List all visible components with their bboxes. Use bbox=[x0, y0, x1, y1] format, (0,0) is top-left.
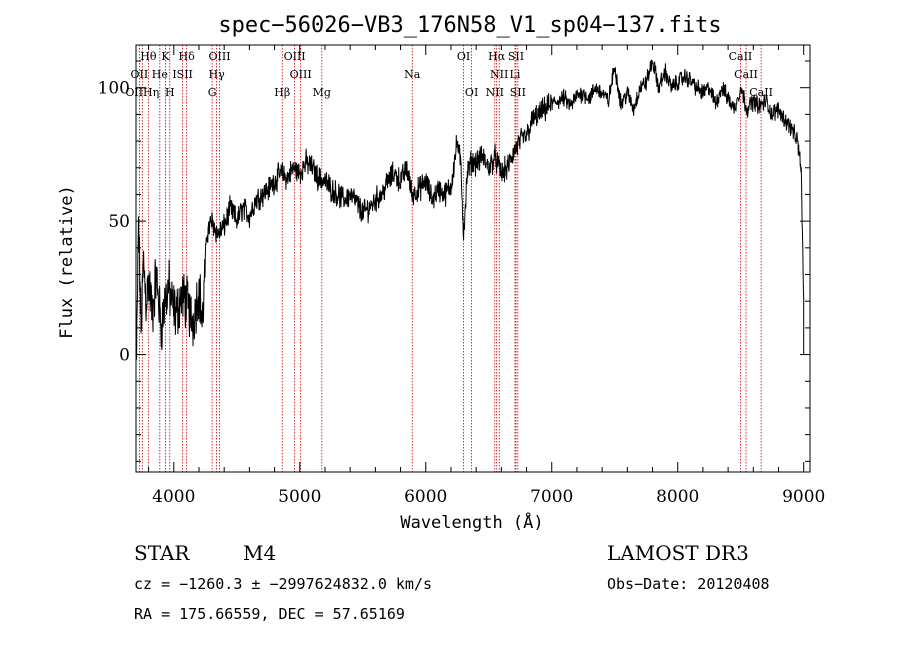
x-axis-ticks: 4000 5000 6000 7000 8000 9000 bbox=[148, 45, 825, 507]
spectral-line-label: OI bbox=[465, 86, 478, 99]
spectral-line-label: OIII bbox=[290, 68, 312, 81]
y-tick-label: 100 bbox=[98, 79, 130, 99]
observation-date: Obs−Date: 20120408 bbox=[607, 575, 770, 593]
spectral-line-label: CaII bbox=[749, 86, 773, 99]
y-tick-label: 50 bbox=[108, 212, 130, 232]
spectral-line-label: NII bbox=[486, 86, 504, 99]
x-tick-label: 7000 bbox=[530, 487, 573, 507]
x-tick-label: 8000 bbox=[656, 487, 699, 507]
spectral-line-label: Hδ bbox=[179, 50, 196, 63]
redshift-readout: cz = −1260.3 ± −2997624832.0 km/s bbox=[134, 575, 432, 593]
object-subclass: M4 bbox=[243, 541, 276, 565]
plot-frame bbox=[135, 44, 811, 473]
spectral-line-label: Hγ bbox=[209, 68, 226, 81]
spectral-line-markers bbox=[139, 45, 762, 472]
spectral-line-label: Hα bbox=[488, 50, 506, 63]
spectral-line-label: Hθ bbox=[140, 50, 157, 63]
spectral-line-label: H bbox=[165, 86, 175, 99]
y-tick-label: 0 bbox=[119, 346, 130, 366]
chart-title: spec−56026−VB3_176N58_V1_sp04−137.fits bbox=[218, 13, 721, 38]
survey-name: LAMOST DR3 bbox=[607, 541, 749, 565]
spectral-line-label: CaII bbox=[729, 50, 753, 63]
spectral-line-label: ISII bbox=[172, 68, 193, 81]
spectral-line-label: Mg bbox=[313, 86, 331, 99]
spectral-line-label: G bbox=[208, 86, 217, 99]
spectral-line-label: NII bbox=[490, 68, 508, 81]
y-axis-label: Flux (relative) bbox=[57, 185, 77, 339]
coordinates-readout: RA = 175.66559, DEC = 57.65169 bbox=[134, 605, 405, 623]
spectral-line-label: OIII bbox=[284, 50, 306, 63]
x-tick-label: 4000 bbox=[152, 487, 195, 507]
y-axis-ticks: 0 50 100 bbox=[98, 60, 810, 462]
x-tick-label: 5000 bbox=[278, 487, 321, 507]
spectral-line-label: K bbox=[161, 50, 170, 63]
spectral-line-label: OIII bbox=[208, 50, 230, 63]
object-class: STAR bbox=[134, 541, 190, 565]
spectral-line-label: OIIHη bbox=[125, 86, 159, 99]
spectral-line-label: Li bbox=[510, 68, 521, 81]
spectral-line-label: Na bbox=[404, 68, 421, 81]
spectral-line-label: SII bbox=[510, 86, 526, 99]
spectral-line-label: OI bbox=[457, 50, 470, 63]
spectral-line-label: He bbox=[152, 68, 168, 81]
x-axis-label: Wavelength (Å) bbox=[400, 511, 543, 533]
x-tick-label: 6000 bbox=[404, 487, 447, 507]
spectral-line-label: SII bbox=[508, 50, 524, 63]
x-tick-label: 9000 bbox=[782, 487, 825, 507]
spectral-line-label: Hβ bbox=[274, 86, 290, 99]
spectral-line-label: CaII bbox=[734, 68, 758, 81]
spectral-line-label: OII bbox=[131, 68, 149, 81]
spectrum-line bbox=[136, 59, 805, 360]
